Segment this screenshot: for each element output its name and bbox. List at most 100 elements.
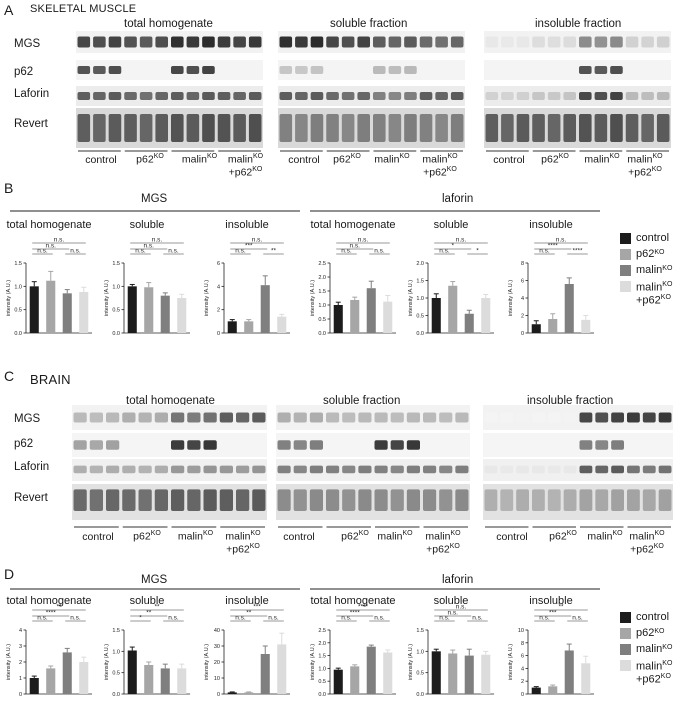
sig-bracket-a-label: n.s. — [539, 615, 550, 622]
c-row-revert: Revert — [14, 492, 48, 504]
blot-band — [138, 489, 152, 511]
legend-swatch — [620, 249, 631, 260]
blot-band — [77, 114, 91, 142]
blot-strip — [278, 60, 465, 80]
blot-band — [108, 66, 122, 74]
blot-band — [406, 412, 420, 423]
blot-band — [595, 440, 609, 450]
blot-band — [439, 465, 453, 474]
blot-band — [390, 489, 404, 511]
bar-control — [227, 321, 237, 333]
blot-band — [73, 465, 87, 474]
sig-bracket-c-label: n.s. — [572, 615, 583, 622]
blot-band — [186, 36, 200, 48]
blot-band — [500, 465, 514, 474]
blot-band — [202, 66, 215, 74]
blot-band — [419, 114, 433, 142]
b-group-mgs: MGS — [141, 193, 168, 205]
blot-band — [252, 465, 266, 474]
blot-band — [293, 412, 307, 423]
c-lane-double: malinKO +p62KO — [225, 530, 261, 556]
panel-letter-b: B — [4, 180, 14, 196]
blot-band — [326, 412, 340, 423]
y-tick-label: 10 — [518, 628, 524, 634]
blot-band — [404, 36, 417, 48]
blot-band — [309, 465, 323, 474]
chart-subtitle: total homogenate — [6, 595, 91, 607]
blot-band — [641, 92, 654, 100]
legend-swatch — [620, 281, 631, 292]
blot-band — [547, 92, 561, 100]
c-lane-p62ko: p62KO — [133, 530, 161, 543]
y-tick-label: 2 — [19, 660, 22, 666]
y-tick-label: 0 — [217, 692, 220, 698]
blot-band — [233, 36, 246, 48]
chart-subtitle: total homogenate — [6, 219, 91, 231]
sig-bracket-a-label: * — [139, 615, 142, 622]
y-tick-label: 0.0 — [318, 331, 326, 337]
sig-bracket-top-label: n.s. — [252, 237, 263, 244]
blot-band — [485, 92, 499, 100]
blot-band — [293, 489, 307, 511]
bar-p62KO — [548, 319, 558, 333]
bar-p62KO — [144, 664, 154, 694]
y-tick-label: 0 — [521, 331, 524, 337]
c-fraction-total: total homogenate — [126, 395, 215, 407]
sig-bracket-c-label: n.s. — [70, 615, 81, 622]
blot-band — [93, 114, 106, 142]
blot-band — [611, 412, 624, 423]
y-tick-label: 3 — [19, 644, 22, 650]
blot-band — [579, 36, 592, 48]
legend-b-control: control — [620, 232, 669, 245]
blot-band — [484, 489, 498, 511]
blot-band — [171, 412, 185, 423]
bar-malinKO_p62KO — [481, 654, 491, 694]
bar-chart: insoluble 0 10 20 30 40 intensity (A.U.) *** n.s… — [204, 595, 290, 698]
blot-band — [293, 440, 307, 450]
blot-band — [124, 114, 137, 142]
bar-malinKO_p62KO — [177, 298, 187, 333]
c-lane-control: control — [82, 531, 114, 543]
y-tick-label: 1.5 — [318, 654, 326, 660]
blot-band — [501, 36, 514, 48]
blot-band — [277, 412, 291, 423]
sig-bracket-top-label: n.s. — [358, 237, 369, 244]
blot-band — [500, 489, 514, 511]
sig-bracket-c-label: **** — [572, 248, 583, 255]
legend-b-double: malinKO +p62KO — [620, 281, 672, 307]
c-row-laforin: Laforin — [14, 461, 50, 473]
sig-bracket-b-label: n.s. — [448, 610, 459, 617]
legend-d-double: malinKO +p62KO — [620, 660, 672, 686]
c-lane-malinko-3: malinKO — [587, 530, 623, 543]
y-tick-label: 4 — [521, 296, 524, 302]
blot-band — [404, 92, 417, 100]
blot-band — [155, 114, 168, 142]
blot-strip — [484, 60, 671, 80]
blot-band — [93, 92, 106, 100]
blot-band — [627, 489, 640, 511]
blot-band — [279, 66, 293, 74]
blot-strip — [72, 405, 267, 430]
sig-bracket-c-label: n.s. — [374, 615, 385, 622]
blot-band — [374, 489, 388, 511]
legend-b-malinko: malin KO — [620, 264, 672, 277]
blot-band — [203, 440, 217, 450]
c-lane-double-2: malinKO +p62KO — [425, 530, 461, 556]
blot-band — [326, 92, 339, 100]
c-lane-p62ko-3: p62KO — [549, 530, 577, 543]
sig-bracket-a-label: n.s. — [439, 248, 450, 255]
blot-band — [295, 36, 308, 48]
blot-band — [450, 92, 464, 100]
bar-control — [29, 286, 39, 333]
blot-band — [139, 114, 153, 142]
panel-c-blots — [72, 405, 673, 528]
chart-subtitle: insoluble — [529, 595, 572, 607]
bar-control — [333, 305, 343, 333]
blot-band — [236, 465, 250, 474]
blot-band — [326, 465, 340, 474]
blot-band — [357, 92, 370, 100]
bar-p62KO — [448, 653, 458, 694]
blot-band — [485, 36, 499, 48]
a-lane-p62ko-3: p62KO — [541, 153, 569, 166]
bar-malinKO — [366, 646, 376, 694]
